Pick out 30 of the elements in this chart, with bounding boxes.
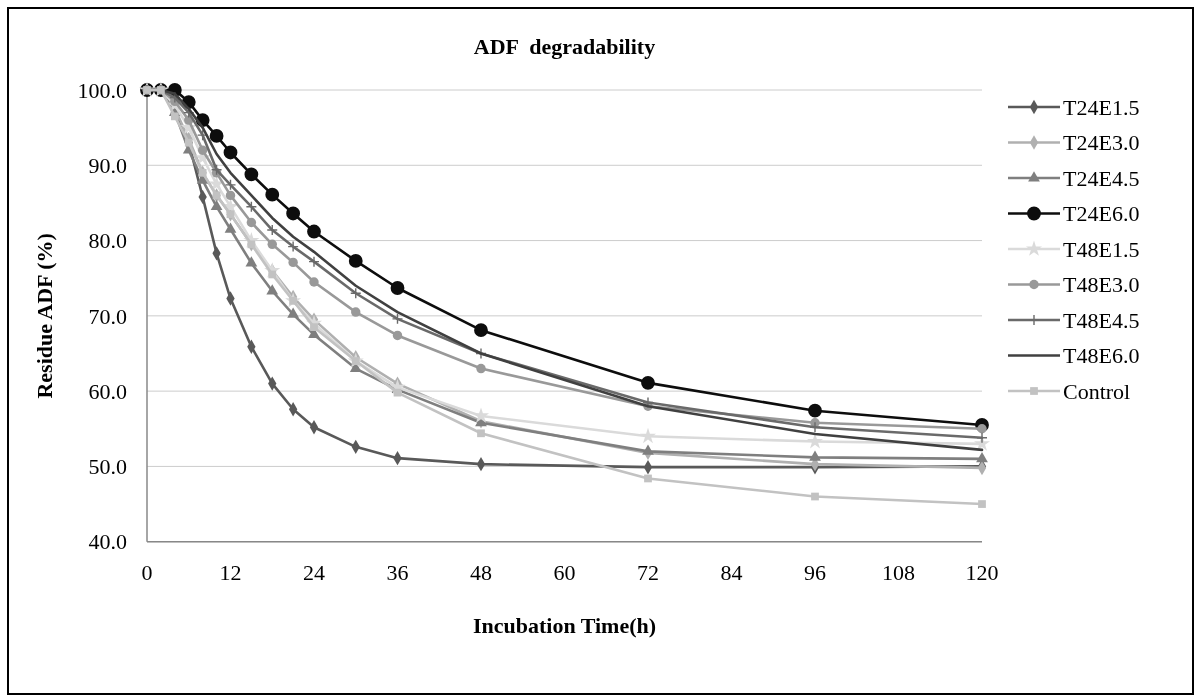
x-tick-label: 72 bbox=[637, 559, 659, 585]
legend-label: T24E3.0 bbox=[1063, 130, 1140, 156]
y-tick-label: 70.0 bbox=[88, 303, 127, 329]
y-axis-title: Residue ADF (%) bbox=[32, 233, 57, 399]
legend-label: Control bbox=[1063, 378, 1131, 404]
x-tick-label: 48 bbox=[470, 559, 492, 585]
legend-label: T24E6.0 bbox=[1063, 201, 1140, 227]
y-tick-label: 100.0 bbox=[77, 77, 127, 103]
y-tick-label: 60.0 bbox=[88, 378, 127, 404]
x-axis-title: Incubation Time(h) bbox=[472, 613, 657, 638]
x-tick-label: 60 bbox=[553, 559, 576, 585]
legend-label: T48E3.0 bbox=[1063, 272, 1140, 298]
x-tick-label: 84 bbox=[720, 559, 743, 585]
x-tick-label: 0 bbox=[141, 559, 153, 585]
legend-label: T48E6.0 bbox=[1063, 343, 1140, 369]
x-tick-label: 12 bbox=[219, 559, 242, 585]
legend-label: T48E4.5 bbox=[1063, 307, 1140, 333]
x-tick-label: 108 bbox=[882, 559, 915, 585]
y-tick-label: 90.0 bbox=[88, 152, 127, 178]
y-tick-label: 50.0 bbox=[88, 454, 127, 480]
x-tick-label: 36 bbox=[386, 559, 409, 585]
x-tick-label: 120 bbox=[965, 559, 999, 585]
y-tick-label: 80.0 bbox=[88, 228, 127, 254]
x-tick-label: 24 bbox=[303, 559, 325, 585]
chart-title: ADF degradability bbox=[473, 34, 656, 59]
y-tick-label: 40.0 bbox=[88, 529, 127, 555]
x-tick-label: 96 bbox=[804, 559, 826, 585]
legend-label: T24E4.5 bbox=[1063, 165, 1140, 191]
legend-label: T48E1.5 bbox=[1063, 236, 1140, 262]
legend-label: T24E1.5 bbox=[1063, 94, 1140, 120]
